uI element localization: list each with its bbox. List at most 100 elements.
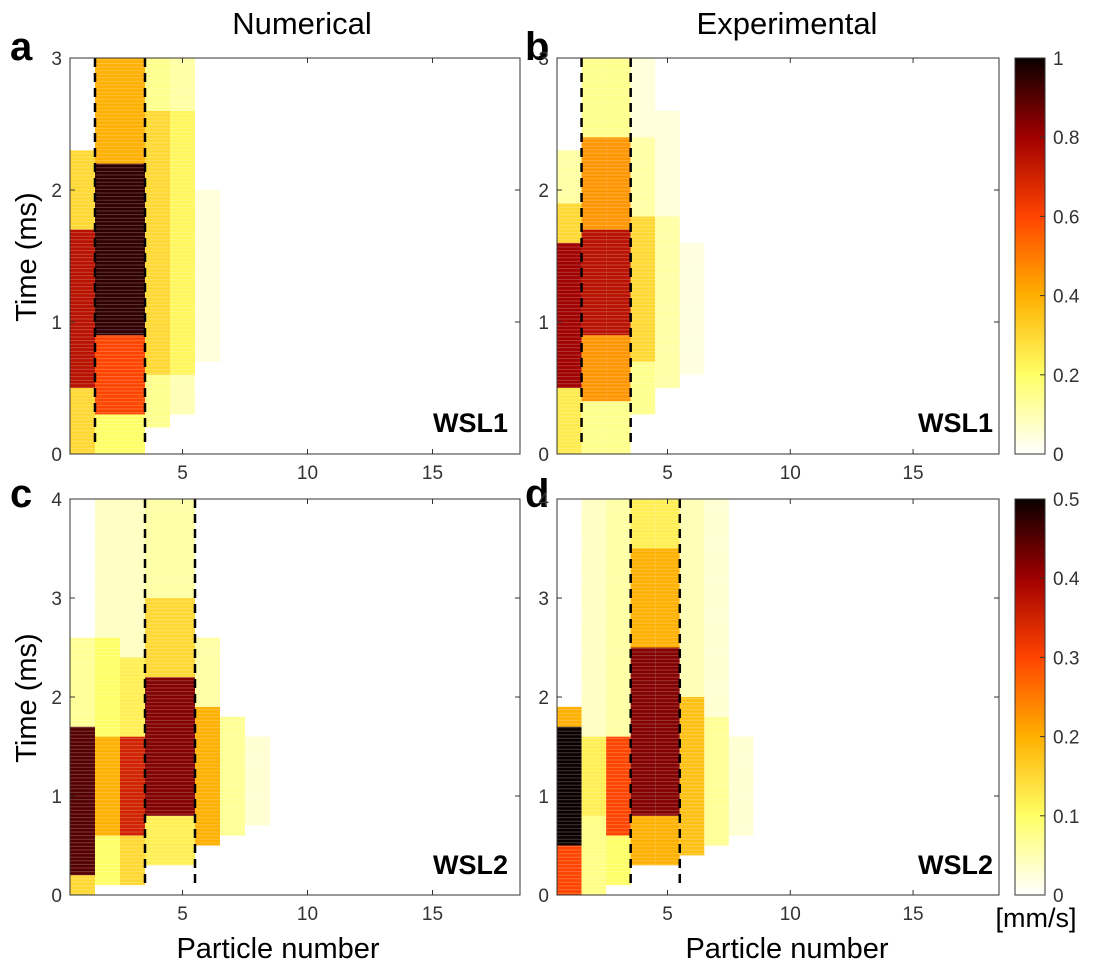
heatmap-cell — [145, 58, 170, 111]
scanline-stripes — [70, 500, 270, 894]
heatmap-cell — [557, 150, 582, 204]
heatmap-cell — [120, 499, 145, 658]
y-axis-label-bottom: Time (ms) — [11, 633, 43, 762]
heatmap-cell — [679, 697, 705, 856]
heatmap-cell — [655, 216, 680, 388]
heatmap-cell — [655, 548, 680, 648]
heatmap-cell — [728, 736, 754, 836]
particle-column-1 — [557, 150, 582, 454]
colorbar-tick-label: 0.2 — [1053, 366, 1079, 387]
heatmap-cell — [95, 163, 120, 336]
colorbar-tick-label: 0.3 — [1053, 648, 1079, 669]
x-axis-label-c: Particle number — [176, 933, 379, 965]
heatmap-cell — [581, 499, 607, 737]
colorbar-top: 0 0.2 0.4 0.6 0.8 1 — [1014, 49, 1080, 466]
heatmap-cell — [120, 414, 145, 454]
heatmap-cell — [655, 110, 680, 217]
heatmap-cell — [120, 335, 145, 415]
heatmap-cell — [245, 736, 270, 826]
heatmap-cell — [145, 598, 170, 678]
colorbar-tick-label: 1 — [1053, 49, 1064, 70]
x-tick-label: 5 — [177, 463, 188, 484]
heatmap-cell — [679, 499, 705, 697]
heatmap-cell — [630, 815, 656, 866]
heatmap-cell — [557, 726, 582, 846]
x-tick-label: 15 — [422, 904, 443, 925]
y-tick-label: 0 — [538, 886, 549, 907]
heatmap-cell — [145, 374, 170, 428]
colorbar-bottom-gradient — [1014, 498, 1046, 896]
particle-column-8 — [245, 736, 270, 826]
x-tick-label: 10 — [780, 463, 801, 484]
heatmap-cell — [170, 110, 195, 375]
particle-column-6 — [679, 242, 705, 375]
panel-tag-a: WSL1 — [433, 408, 508, 438]
particle-column-3 — [120, 58, 145, 454]
heatmap-cell — [95, 499, 120, 638]
heatmap-cell — [557, 242, 582, 388]
heatmap-cell — [145, 815, 170, 866]
axes-frame-a — [69, 57, 521, 455]
heatmap-cell — [145, 110, 170, 375]
particle-column-5 — [655, 110, 680, 388]
panel-tag-d: WSL2 — [918, 850, 993, 880]
heatmap-cell — [606, 58, 631, 138]
column-title-numerical: Numerical — [232, 6, 372, 41]
x-tick-label: 10 — [780, 904, 801, 925]
heatmap-cell — [557, 845, 582, 895]
particle-column-1 — [70, 637, 95, 895]
x-tick-label: 5 — [177, 904, 188, 925]
x-tick-label: 15 — [902, 463, 923, 484]
colorbar-top-gradient — [1014, 57, 1046, 455]
heatmap-panel-c: 5 10 15 0 1 2 3 4 — [51, 490, 521, 925]
heatmap-cell — [170, 499, 195, 598]
y-tick-label: 1 — [538, 313, 549, 334]
particle-column-6 — [195, 637, 220, 846]
x-tick-label: 10 — [297, 463, 318, 484]
y-tick-label: 1 — [538, 787, 549, 808]
particle-column-6 — [679, 499, 705, 856]
heatmap-cell — [120, 163, 145, 336]
heatmap-cell — [170, 374, 195, 415]
heatmap-cell — [120, 736, 145, 836]
heatmap-cell — [70, 637, 95, 727]
colorbar-tick-label: 0.2 — [1053, 728, 1079, 749]
heatmap-panel-a: 5 10 15 0 1 2 3 — [51, 49, 521, 484]
heatmap-cell — [220, 716, 245, 836]
heatmap-cell — [630, 137, 656, 217]
scanline-stripes — [557, 500, 754, 894]
particle-column-5 — [170, 58, 195, 415]
heatmap-cell — [606, 401, 631, 454]
axes-frame-b — [556, 57, 1000, 455]
panel-letter-b: b — [525, 25, 549, 69]
particle-column-2 — [95, 499, 120, 886]
heatmap-cell — [95, 414, 120, 454]
y-tick-label: 2 — [538, 181, 549, 202]
heatmap-cell — [655, 647, 680, 816]
x-tick-label: 5 — [662, 904, 673, 925]
particle-column-4 — [145, 58, 170, 428]
heatmap-cell — [630, 647, 656, 816]
panel-letter-d: d — [525, 472, 549, 516]
heatmap-panel-d: 5 10 15 0 1 2 3 4 — [538, 490, 1000, 925]
particle-column-5 — [170, 499, 195, 866]
particle-column-1 — [70, 150, 95, 454]
heatmap-cell — [581, 58, 607, 138]
heatmap-cell — [70, 229, 95, 388]
heatmap-cell — [95, 637, 120, 737]
particle-column-2 — [581, 58, 607, 454]
particle-column-7 — [704, 499, 729, 846]
y-tick-label: 0 — [538, 445, 549, 466]
particle-column-3 — [606, 499, 631, 886]
y-tick-label: 0 — [51, 886, 62, 907]
heatmap-cell — [95, 736, 120, 836]
y-tick-label: 3 — [538, 49, 549, 70]
y-tick-label: 1 — [51, 313, 62, 334]
x-tick-label: 10 — [297, 904, 318, 925]
colorbar-units-label: [mm/s] — [996, 903, 1077, 933]
y-tick-label: 3 — [538, 589, 549, 610]
particle-column-1 — [557, 706, 582, 895]
heatmap-cell — [145, 677, 170, 816]
heatmap-cell — [195, 706, 220, 846]
